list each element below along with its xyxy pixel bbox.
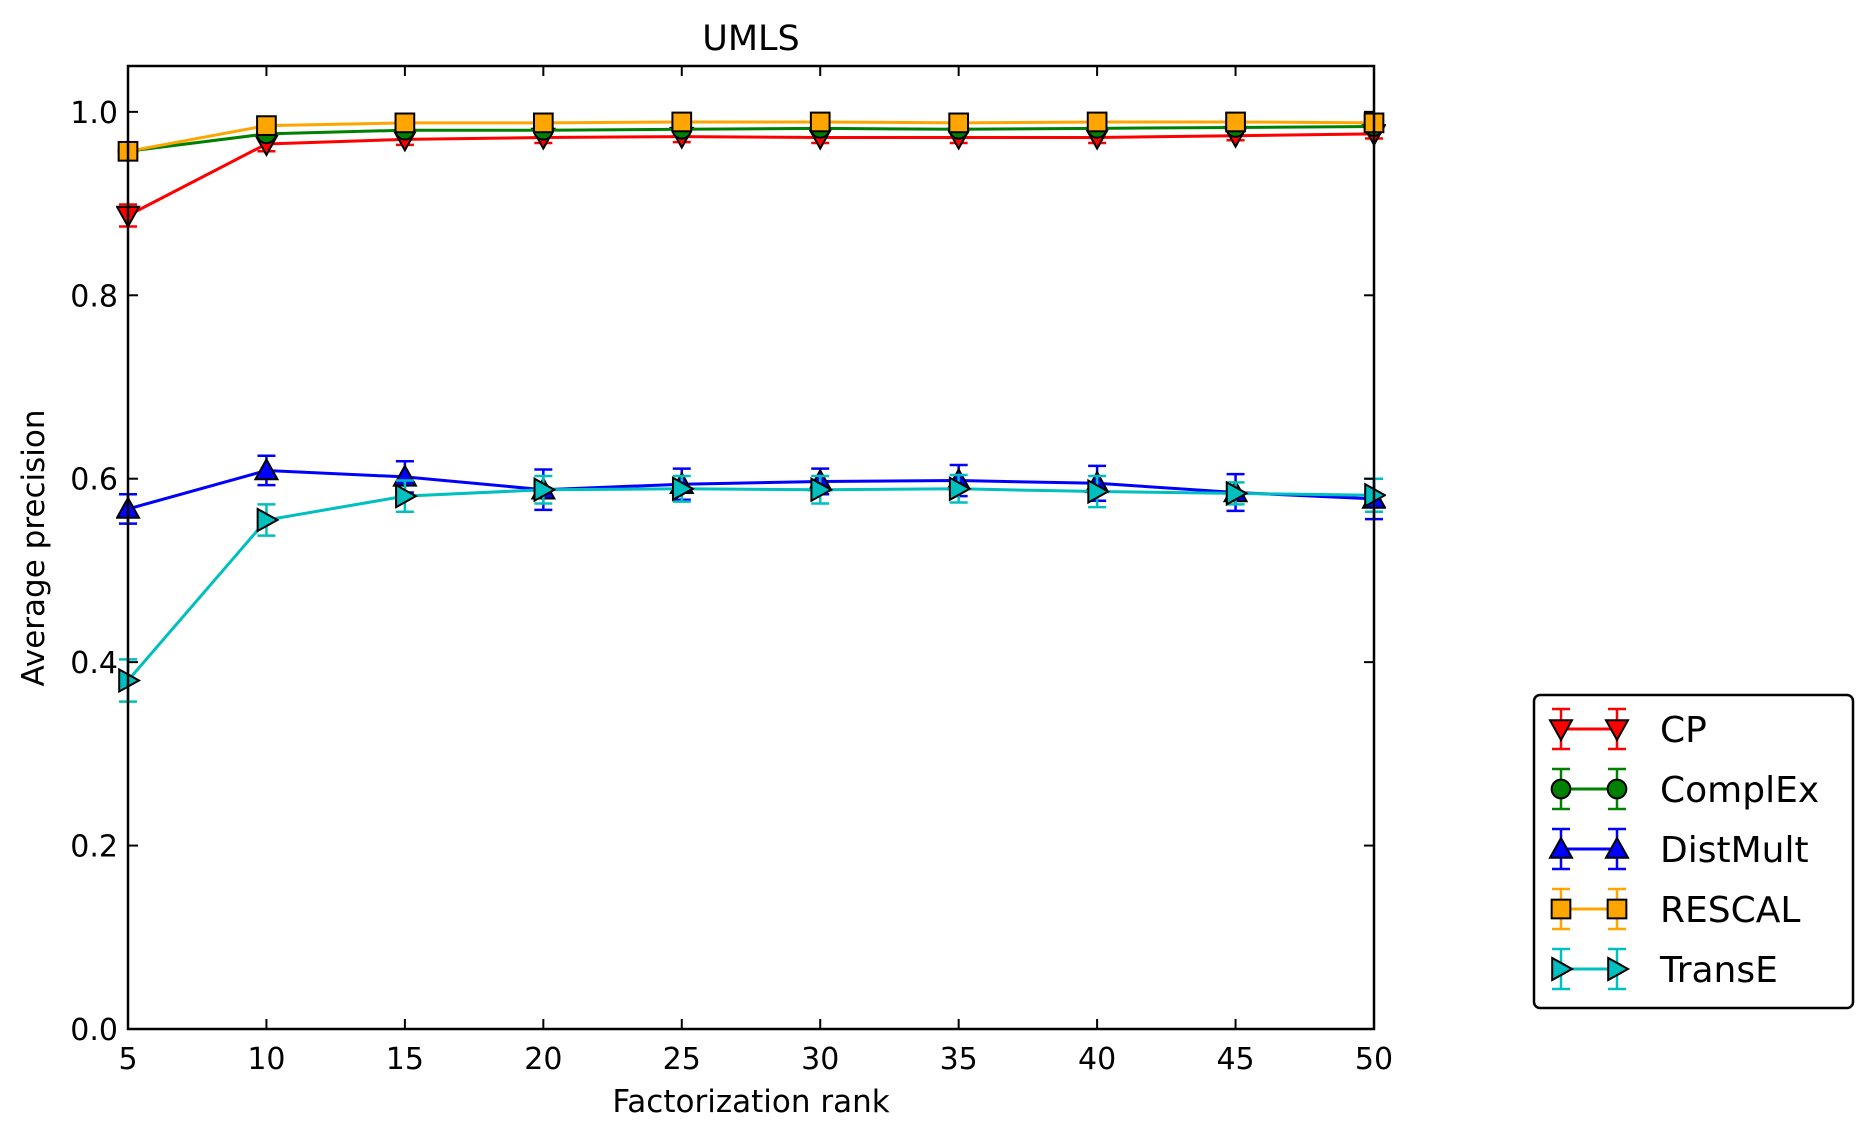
legend-label: DistMult (1660, 830, 1809, 871)
y-tick-label: 0.0 (70, 1013, 118, 1048)
x-tick-label: 15 (386, 1042, 424, 1077)
y-tick-label: 0.8 (70, 279, 118, 314)
x-axis-label: Factorization rank (612, 1084, 889, 1120)
legend-item-distmult: DistMult (1548, 827, 1809, 871)
axis-ticks: 5 10 15 20 25 30 35 40 45 50 0.0 0.2 0.4 0.6 0.8 1.0 (70, 66, 1393, 1077)
x-tick-label: 30 (801, 1042, 839, 1077)
axes-frame (126, 64, 1376, 1031)
x-tick-label: 40 (1078, 1042, 1116, 1077)
x-tick-label: 20 (524, 1042, 562, 1077)
chart-title: UMLS (702, 19, 800, 59)
y-tick-label: 0.2 (70, 830, 118, 865)
x-tick-label: 45 (1216, 1042, 1254, 1077)
x-tick-label: 5 (118, 1042, 137, 1077)
series-transe (118, 473, 1386, 703)
x-tick-label: 10 (247, 1042, 285, 1077)
legend-label: TransE (1659, 950, 1778, 991)
series-cp (116, 124, 1386, 229)
legend-label: ComplEx (1660, 770, 1819, 811)
legend-item-complex: ComplEx (1550, 767, 1819, 811)
series-rescal (117, 111, 1385, 162)
y-axis-label: Average precision (16, 409, 52, 686)
legend-item-rescal: RESCAL (1550, 887, 1800, 931)
legend: CP ComplEx DistMult RESCAL TransE (1532, 693, 1855, 1010)
legend-item-cp: CP (1548, 707, 1707, 751)
plot-area (116, 111, 1386, 703)
legend-label: RESCAL (1660, 890, 1800, 931)
x-tick-label: 25 (663, 1042, 701, 1077)
y-tick-label: 1.0 (70, 96, 118, 131)
legend-label: CP (1660, 710, 1707, 751)
x-tick-label: 35 (940, 1042, 978, 1077)
y-tick-label: 0.4 (70, 646, 118, 681)
x-tick-label: 50 (1355, 1042, 1393, 1077)
y-tick-label: 0.6 (70, 463, 118, 498)
legend-item-transe: TransE (1551, 947, 1778, 991)
